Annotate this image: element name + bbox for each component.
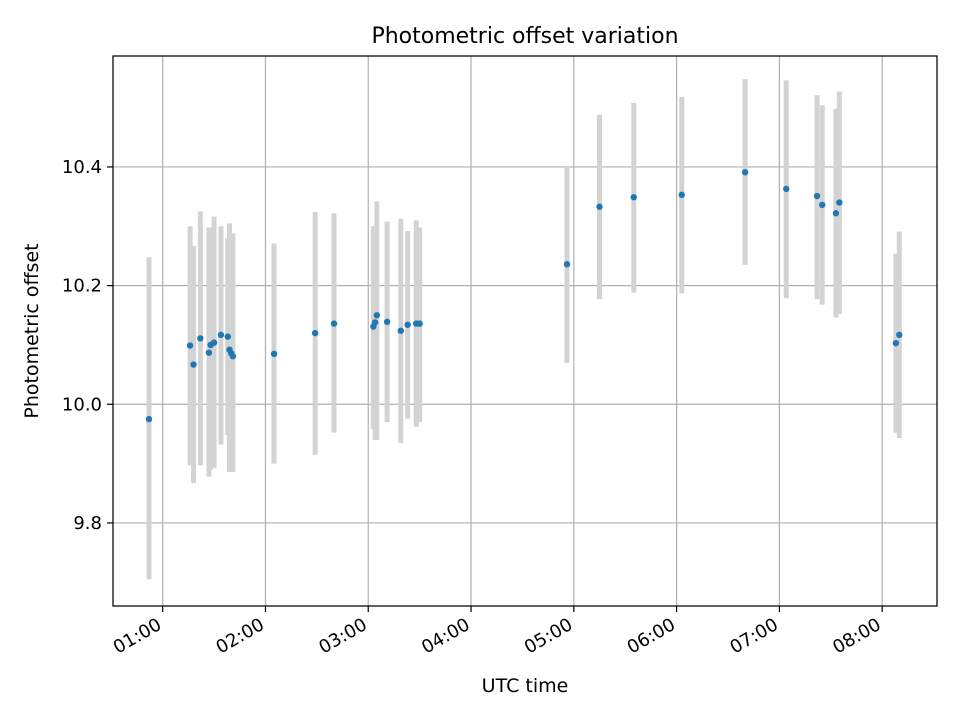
data-point (210, 339, 218, 346)
data-point (741, 169, 749, 176)
data-point (813, 192, 821, 200)
data-point (330, 320, 338, 327)
data-point (145, 415, 153, 423)
data-point (678, 191, 685, 199)
data-point (224, 333, 231, 340)
chart-title: Photometric offset variation (371, 24, 678, 49)
data-point (397, 327, 405, 334)
data-point (270, 350, 278, 358)
data-point (416, 320, 423, 327)
data-point (217, 331, 225, 339)
data-point (819, 201, 826, 209)
x-axis-label: UTC time (482, 675, 569, 697)
data-point (190, 361, 197, 368)
grid (113, 56, 937, 606)
data-point (896, 331, 903, 339)
data-point (596, 203, 603, 210)
data-point (373, 312, 381, 319)
data-point (229, 353, 237, 360)
data-point (892, 339, 900, 347)
data-point (563, 261, 571, 268)
data-point (836, 199, 843, 206)
data-point (383, 318, 391, 326)
data-point (630, 194, 637, 201)
y-tick-label: 9.8 (73, 513, 102, 534)
y-axis-label: Photometric offset (21, 243, 43, 418)
y-tick-label: 10.2 (62, 276, 102, 297)
data-point (404, 321, 411, 328)
data-point (205, 349, 213, 356)
y-tick-label: 10.0 (62, 394, 102, 415)
data-points (145, 169, 903, 423)
data-point (371, 319, 379, 326)
data-point (311, 329, 319, 337)
y-tick-label: 10.4 (62, 157, 102, 178)
data-point (832, 210, 840, 217)
data-point (197, 335, 204, 342)
plot-frame (112, 55, 938, 607)
data-point (783, 185, 790, 193)
data-point (186, 342, 194, 349)
